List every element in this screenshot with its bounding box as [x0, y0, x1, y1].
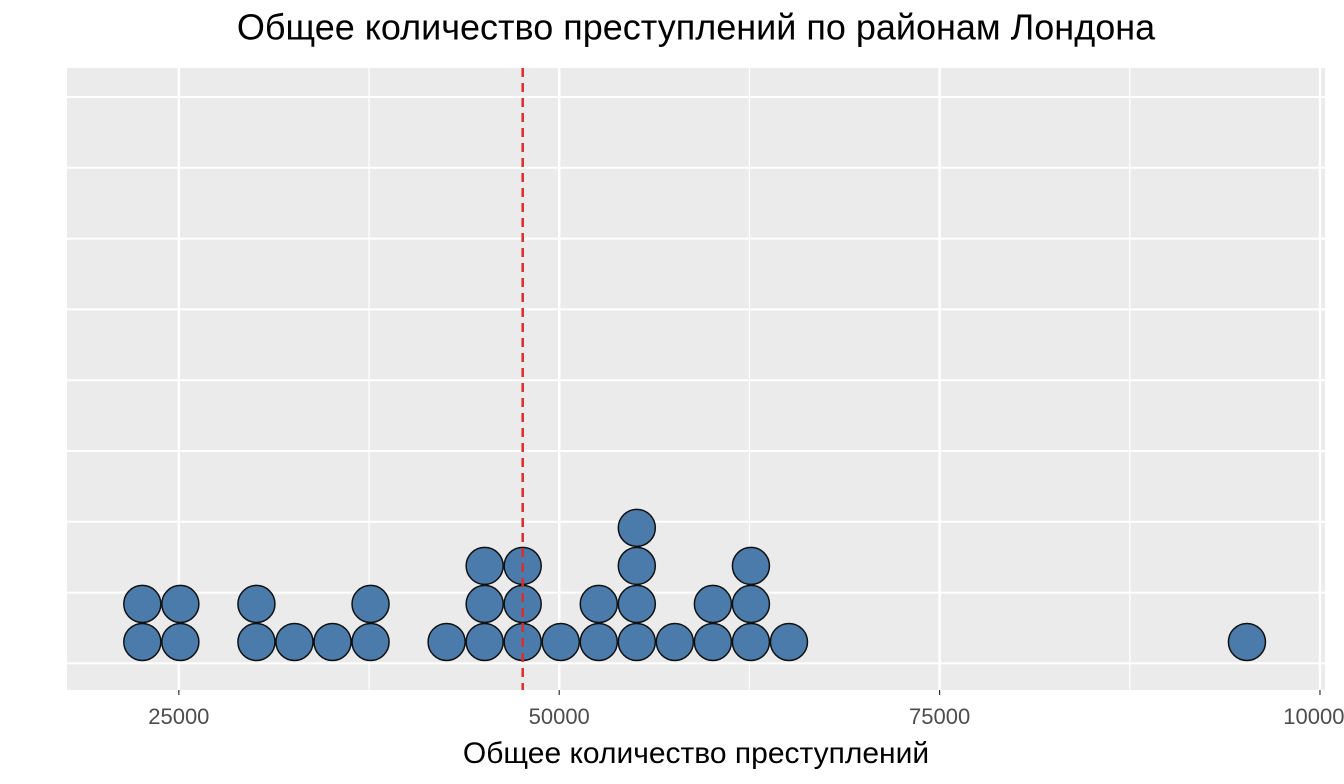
- dot: [161, 622, 200, 662]
- dot: [465, 622, 504, 662]
- x-tick-label: 100000: [1283, 704, 1344, 729]
- x-tick-label: 25000: [148, 704, 209, 729]
- dot: [731, 584, 771, 624]
- x-tick-label: 75000: [909, 704, 970, 729]
- dot: [693, 584, 733, 624]
- dot: [351, 622, 390, 662]
- dot: [313, 622, 352, 662]
- dot: [465, 584, 504, 624]
- dot: [1227, 622, 1267, 662]
- dot: [731, 622, 771, 662]
- dot: [617, 584, 657, 624]
- dot: [579, 584, 619, 624]
- dot: [275, 622, 314, 662]
- dot: [123, 584, 162, 624]
- dot: [237, 622, 276, 662]
- panel: [67, 68, 1325, 690]
- dot: [465, 546, 504, 586]
- dot: [617, 622, 657, 662]
- dot: [237, 584, 276, 624]
- dot: [617, 546, 657, 586]
- dot: [351, 584, 390, 624]
- dot: [769, 622, 809, 662]
- dot: [427, 622, 466, 662]
- dot: [617, 508, 657, 548]
- x-tick-label: 50000: [529, 704, 590, 729]
- dot: [123, 622, 162, 662]
- dot: [655, 622, 695, 662]
- dot: [579, 622, 619, 662]
- dot: [161, 584, 200, 624]
- dot: [693, 622, 733, 662]
- dot: [731, 546, 771, 586]
- x-axis-label: Общее количество преступлений: [463, 737, 929, 770]
- dot: [541, 622, 581, 662]
- chart-title: Общее количество преступлений по районам…: [237, 7, 1156, 48]
